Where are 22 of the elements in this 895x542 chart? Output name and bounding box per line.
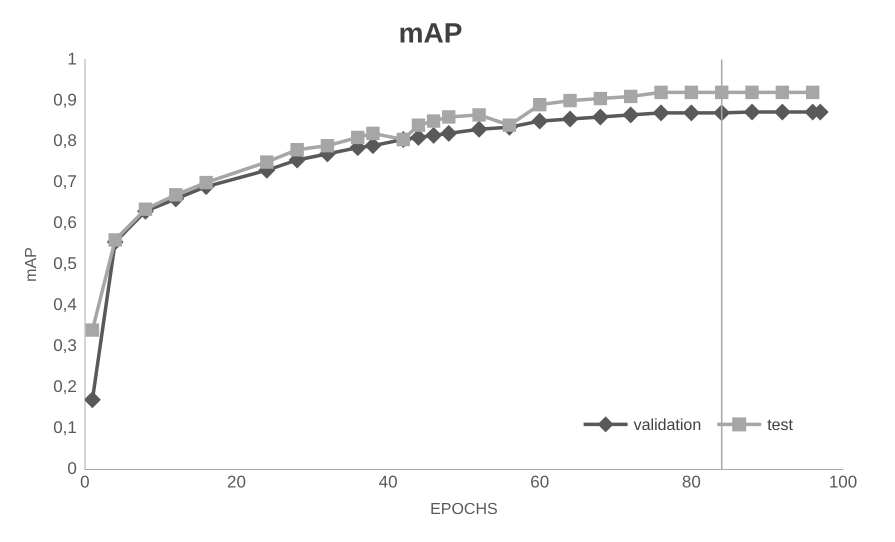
x-tick-label: 100 bbox=[828, 472, 858, 492]
y-tick-label: 0,3 bbox=[53, 336, 77, 356]
y-tick-label: 0,9 bbox=[53, 90, 77, 110]
chart-title: mAP bbox=[398, 18, 462, 49]
x-tick-label: 0 bbox=[80, 472, 90, 492]
y-tick-label: 0,8 bbox=[53, 131, 77, 150]
x-axis-title: EPOCHS bbox=[430, 500, 498, 518]
y-tick-label: 0,6 bbox=[53, 213, 77, 232]
y-tick-label: 0,1 bbox=[53, 418, 77, 438]
legend-label: validation bbox=[634, 416, 702, 434]
x-tick-label: 60 bbox=[530, 472, 550, 492]
legend-label: test bbox=[767, 416, 794, 434]
y-tick-label: 0,2 bbox=[53, 377, 77, 396]
y-axis-title: mAP bbox=[23, 247, 40, 282]
y-tick-label: 0,7 bbox=[53, 172, 77, 192]
y-tick-label: 0,5 bbox=[53, 254, 77, 274]
x-tick-label: 80 bbox=[682, 472, 701, 492]
y-tick-label: 0,4 bbox=[53, 295, 77, 314]
x-tick-label: 40 bbox=[378, 472, 398, 492]
y-tick-label: 0 bbox=[67, 459, 77, 478]
x-tick-label: 20 bbox=[227, 472, 246, 492]
y-tick-label: 1 bbox=[67, 49, 77, 68]
